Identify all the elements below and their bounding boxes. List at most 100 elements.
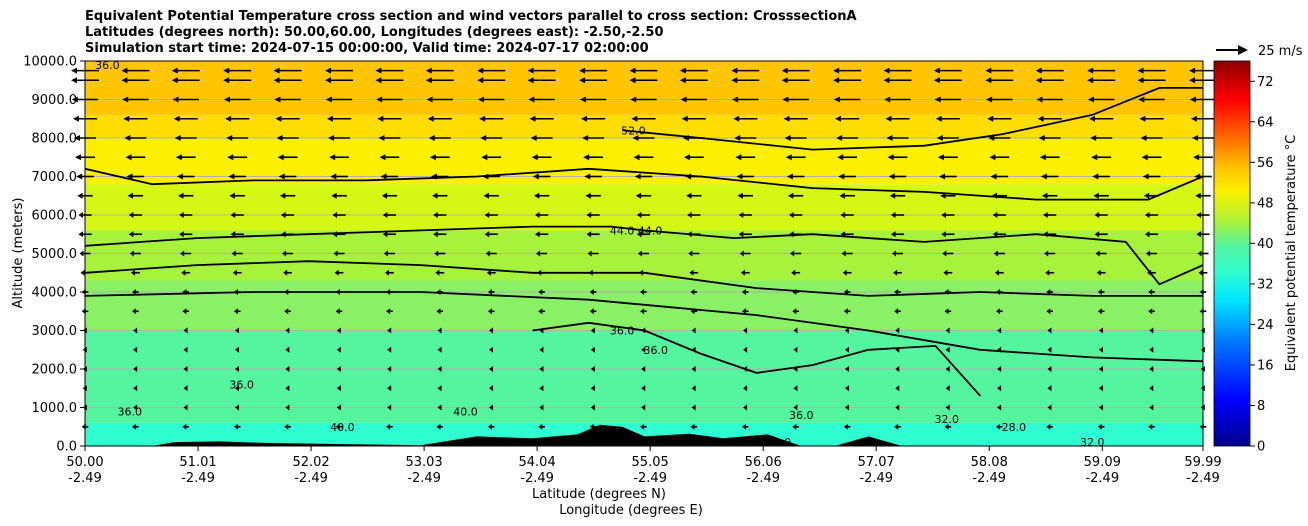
wind-arrow-head bbox=[990, 173, 997, 180]
colorbar-tick-label: 24 bbox=[1257, 318, 1274, 333]
wind-arrow-head bbox=[235, 346, 240, 353]
wind-arrow-head bbox=[690, 289, 695, 295]
wind-arrow-head bbox=[893, 269, 898, 276]
wind-arrow-head bbox=[844, 366, 849, 372]
x-tick-label-lat: 58.08 bbox=[971, 455, 1008, 470]
wind-arrow-head bbox=[183, 366, 188, 372]
wind-arrow-head bbox=[781, 77, 788, 84]
wind-arrow-head bbox=[432, 192, 438, 199]
wind-arrow-head bbox=[997, 404, 1002, 411]
x-tick-label-lon: -2.49 bbox=[633, 471, 667, 486]
wind-arrow-head bbox=[691, 327, 696, 334]
wind-arrow-head bbox=[285, 366, 290, 372]
wind-arrow-head bbox=[538, 289, 543, 295]
x-axis-label: Latitude (degrees N) bbox=[532, 487, 666, 502]
wind-arrow-head bbox=[1149, 346, 1154, 353]
x-axis: 50.00-2.4951.01-2.4952.02-2.4953.03-2.49… bbox=[66, 446, 1222, 486]
wind-arrow-head bbox=[890, 231, 896, 238]
wind-arrow-head bbox=[539, 404, 544, 411]
wind-arrow-head bbox=[579, 96, 586, 103]
wind-arrow-head bbox=[77, 192, 83, 199]
wind-arrow-head bbox=[1144, 231, 1150, 238]
wind-arrow-head bbox=[741, 423, 746, 430]
wind-arrow-head bbox=[743, 346, 748, 353]
wind-arrow-head bbox=[1043, 231, 1048, 238]
wind-arrow-head bbox=[1093, 192, 1099, 199]
wind-arrow-head bbox=[790, 250, 795, 257]
x-tick-label-lon: -2.49 bbox=[407, 471, 441, 486]
wind-arrow-head bbox=[690, 308, 695, 315]
wind-arrow-head bbox=[433, 231, 438, 238]
wind-arrow-head bbox=[641, 346, 646, 353]
wind-arrow-head bbox=[437, 366, 442, 372]
wind-arrow-head bbox=[277, 154, 284, 161]
wind-arrow-head bbox=[691, 404, 696, 411]
wind-arrow-head bbox=[739, 250, 744, 257]
wind-arrow-head bbox=[380, 173, 387, 180]
wind-arrow-head bbox=[1098, 327, 1103, 334]
wind-arrow-head bbox=[843, 289, 848, 295]
wind-arrow-head bbox=[1047, 366, 1052, 372]
wind-arrow-head bbox=[945, 366, 950, 372]
wind-arrow-head bbox=[387, 327, 392, 334]
wind-arrow-head bbox=[385, 269, 390, 276]
wind-arrow-head bbox=[579, 67, 586, 74]
contour-label: 36.0 bbox=[610, 325, 635, 338]
wind-arrow-head bbox=[128, 231, 134, 238]
wind-arrow-head bbox=[888, 173, 895, 180]
wind-arrow-head bbox=[386, 423, 391, 430]
wind-arrow-head bbox=[430, 173, 437, 180]
wind-arrow-head bbox=[585, 192, 591, 199]
wind-arrow-head bbox=[75, 154, 82, 161]
wind-arrow-head bbox=[539, 385, 544, 392]
wind-arrow-head bbox=[1196, 212, 1202, 218]
wind-arrow-head bbox=[743, 327, 748, 334]
wind-arrow-head bbox=[583, 154, 590, 161]
x-tick-label-lat: 55.05 bbox=[632, 455, 669, 470]
wind-arrow-head bbox=[1197, 250, 1202, 257]
colorbar-tick-label: 0 bbox=[1257, 440, 1265, 455]
wind-arrow-head bbox=[997, 385, 1002, 392]
wind-arrow-head bbox=[436, 423, 441, 430]
wind-arrow-head bbox=[935, 115, 942, 122]
wind-arrow-head bbox=[937, 154, 944, 161]
wind-arrow-head bbox=[586, 212, 592, 218]
wind-arrow-head bbox=[682, 135, 689, 141]
contour-label: 36.0 bbox=[95, 59, 120, 72]
wind-arrow-head bbox=[1041, 192, 1048, 199]
wind-arrow-head bbox=[183, 327, 188, 334]
wind-arrow-head bbox=[383, 250, 388, 257]
wind-arrow-head bbox=[279, 192, 286, 199]
x-tick-label-lat: 59.99 bbox=[1184, 455, 1221, 470]
wind-arrow-head bbox=[129, 250, 134, 257]
wind-arrow-head bbox=[433, 212, 438, 218]
y-axis: 0.0 1000.0 2000.0 3000.0 4000.0 5000.0 6000.0 7… bbox=[23, 55, 85, 455]
wind-arrow-head bbox=[1194, 173, 1201, 180]
wind-arrow-head bbox=[731, 77, 738, 84]
wind-arrow-head bbox=[171, 67, 178, 74]
wind-arrow-head bbox=[133, 404, 138, 411]
wind-arrow-head bbox=[436, 289, 441, 295]
contour-line bbox=[85, 167, 1203, 201]
wind-arrow-head bbox=[939, 173, 946, 180]
wind-arrow-head bbox=[531, 154, 538, 161]
wind-arrow-head bbox=[223, 77, 230, 84]
y-tick-label: 1000.0 bbox=[32, 401, 78, 416]
wind-arrow-head bbox=[273, 77, 280, 84]
wind-arrow-head bbox=[943, 269, 948, 276]
wind-arrow-head bbox=[376, 96, 383, 103]
wind-arrow-head bbox=[532, 173, 539, 180]
wind-arrow-head bbox=[679, 77, 686, 84]
quiver-key: 25 m/s bbox=[1216, 44, 1303, 59]
wind-arrow-head bbox=[1138, 96, 1145, 103]
y-tick-label: 6000.0 bbox=[32, 209, 78, 224]
wind-arrow-head bbox=[680, 96, 687, 103]
wind-arrow-head bbox=[328, 135, 335, 141]
wind-arrow-head bbox=[325, 96, 332, 103]
wind-arrow-head bbox=[336, 404, 341, 411]
wind-arrow-head bbox=[895, 346, 900, 353]
wind-arrow-head bbox=[71, 77, 77, 84]
wind-arrow-head bbox=[183, 404, 188, 411]
wind-arrow-head bbox=[1096, 269, 1101, 276]
chart-title-line-3: Simulation start time: 2024-07-15 00:00:… bbox=[85, 41, 649, 56]
